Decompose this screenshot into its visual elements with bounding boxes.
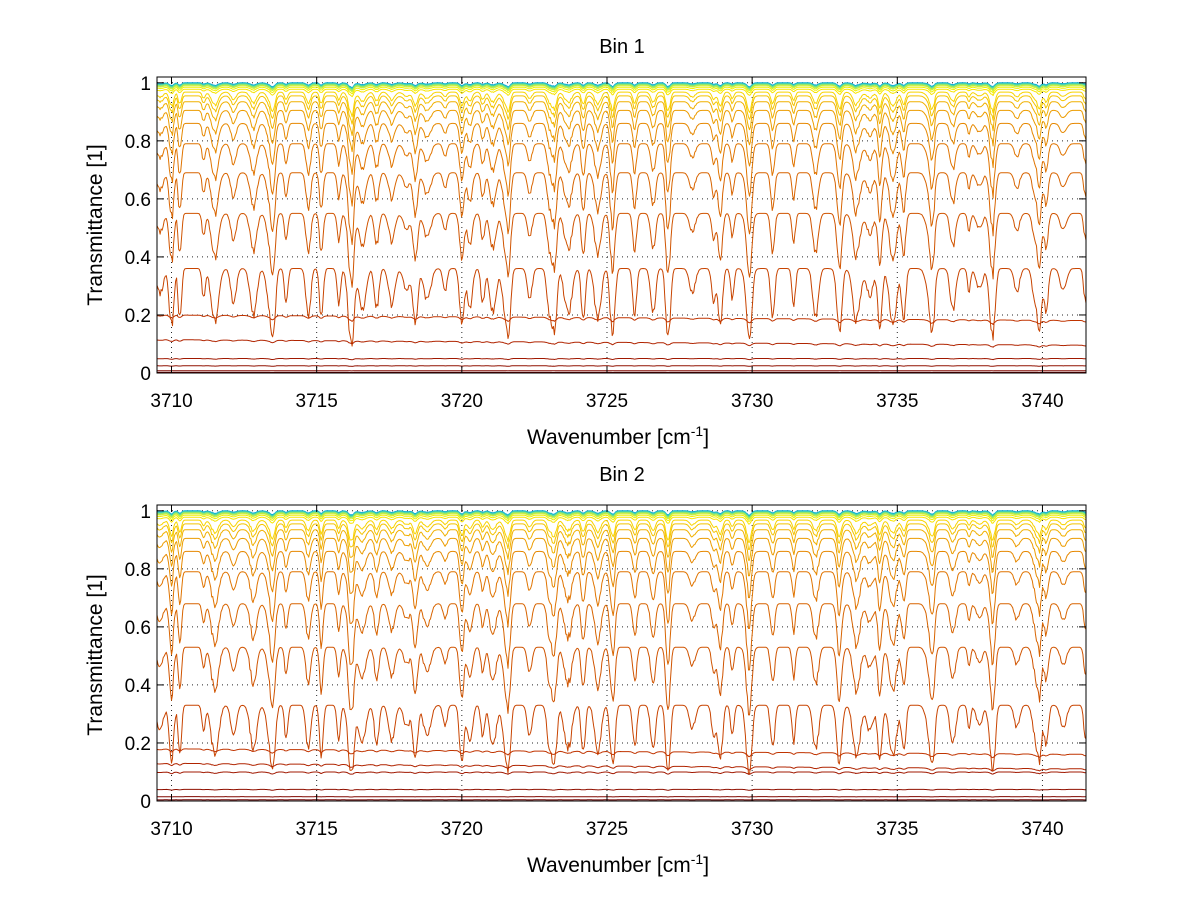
panel-2-ytick-label-2: 0.4 [125, 676, 152, 697]
panel-1-series-line-14 [156, 143, 1087, 207]
panel-1-series-line-3 [156, 83, 1087, 90]
panel-2-ytick-label-5: 1 [140, 502, 151, 523]
panel-2-plot-frame [156, 504, 1087, 802]
panel-2-ylabel: Transmittance [1] [84, 574, 107, 735]
panel-2-series-line-10 [156, 523, 1087, 550]
panel-2-xtick-label-3: 3725 [586, 819, 628, 840]
panel-2-series-line-8 [156, 516, 1087, 525]
panel-1-series-line-20 [157, 358, 1087, 361]
panel-1-xtick-label-5: 3735 [876, 391, 918, 412]
panel-1-xlabel: Wavenumber [cm-1] [527, 423, 709, 449]
panel-2-series-line-16 [156, 646, 1087, 716]
panel-2-xtick-label-2: 3720 [441, 819, 483, 840]
panel-1-xtick-label-2: 3720 [441, 391, 483, 412]
panel-1-series-line-15 [156, 172, 1087, 246]
panel-2-series-line-14 [156, 571, 1087, 629]
panel-1-title: Bin 1 [599, 36, 645, 58]
panel-2-series-line-3 [156, 511, 1087, 517]
panel-1-series-line-5 [156, 84, 1087, 92]
panel-1-xlabel-text: Wavenumber [cm [527, 426, 691, 449]
panel-2-series-line-11 [156, 529, 1087, 561]
panel-1-series-line-21 [157, 365, 1086, 367]
panel-1-gridlines [157, 77, 1086, 374]
panel-2-xlabel-sup: -1 [691, 851, 704, 867]
panel-1-series-line-19 [156, 339, 1087, 348]
panel-1-ytick-label-5: 1 [140, 74, 151, 95]
panel-2-xlabel: Wavenumber [cm-1] [527, 851, 709, 877]
panel-1-series-line-9 [156, 91, 1087, 118]
panel-1-ticks: 3710 3715 3720 3725 3730 3735 3740 0 0.2 0.4 0.6 0.… [125, 74, 1086, 412]
panel-1-series-line-13 [156, 122, 1087, 175]
panel-2-series-line-20 [156, 771, 1087, 775]
panel-2-xlabel-end: ] [703, 854, 709, 877]
panel-bin-1: Bin 1 3710 3715 3720 3725 3730 3735 3740 0 0.2 0.… [84, 36, 1087, 449]
panel-2-xtick-label-0: 3710 [150, 819, 192, 840]
panel-1-ylabel: Transmittance [1] [84, 144, 107, 305]
panel-1-ytick-label-3: 0.6 [125, 190, 151, 211]
panel-2-xtick-label-1: 3715 [296, 819, 338, 840]
panel-2-series-line-13 [156, 550, 1087, 599]
panel-2-ytick-label-4: 0.8 [125, 560, 151, 581]
panel-1-series-line-6 [156, 85, 1087, 93]
panel-1-xtick-label-3: 3725 [586, 391, 628, 412]
panel-1-series-line-10 [156, 95, 1087, 125]
panel-2-gridlines [157, 505, 1086, 802]
panel-1-xlabel-sup: -1 [691, 423, 704, 439]
panel-2-series-line-5 [156, 512, 1087, 519]
panel-1-ytick-label-1: 0.2 [125, 306, 151, 327]
panel-2-series-line-15 [156, 603, 1087, 671]
panel-2-ytick-label-0: 0 [140, 792, 151, 813]
panel-2-series-line-19 [156, 762, 1087, 772]
panel-1-series-line-17 [156, 268, 1087, 347]
panel-1-series-line-12 [156, 109, 1087, 153]
panel-2-series-line-18 [156, 748, 1087, 759]
panel-1-series-line-8 [156, 88, 1087, 98]
panel-2-ytick-label-3: 0.6 [125, 618, 151, 639]
panel-2-series-line-21 [156, 788, 1086, 791]
panel-1-series-line-16 [156, 212, 1087, 288]
panel-1-ytick-label-4: 0.8 [125, 132, 151, 153]
panel-1-plot-frame [156, 76, 1087, 374]
panel-1-xtick-label-0: 3710 [150, 391, 192, 412]
panel-1-series-group [156, 82, 1087, 373]
panel-1-series-line-18 [156, 314, 1087, 325]
panel-2-series-line-12 [156, 537, 1087, 577]
panel-1-xlabel-end: ] [703, 426, 709, 449]
panel-2-ticks: 3710 3715 3720 3725 3730 3735 3740 0 0.2 0.4 0.6 0.… [125, 502, 1086, 840]
panel-2-series-line-7 [156, 514, 1087, 522]
panel-2-xtick-label-5: 3735 [876, 819, 918, 840]
panel-2-title: Bin 2 [599, 464, 645, 486]
panel-2-series-line-6 [156, 513, 1087, 520]
panel-2-xtick-label-6: 3740 [1021, 819, 1063, 840]
panel-2-series-line-9 [156, 519, 1087, 543]
panel-1-series-line-7 [156, 86, 1087, 95]
panel-1-xtick-label-4: 3730 [731, 391, 773, 412]
panel-1-xtick-label-1: 3715 [296, 391, 338, 412]
panel-1-series-line-11 [156, 101, 1087, 136]
panel-2-xtick-label-4: 3730 [731, 819, 773, 840]
panel-bin-2: Bin 2 3710 3715 3720 3725 3730 3735 3740 0 0.2 0.… [84, 464, 1087, 877]
panel-2-series-line-17 [156, 704, 1087, 775]
panel-1-ytick-label-0: 0 [140, 364, 151, 385]
panel-1-xtick-label-6: 3740 [1021, 391, 1063, 412]
panel-1-ytick-label-2: 0.4 [125, 248, 152, 269]
panel-2-ytick-label-1: 0.2 [125, 734, 151, 755]
panel-2-series-group [156, 510, 1087, 801]
panel-2-xlabel-text: Wavenumber [cm [527, 854, 691, 877]
